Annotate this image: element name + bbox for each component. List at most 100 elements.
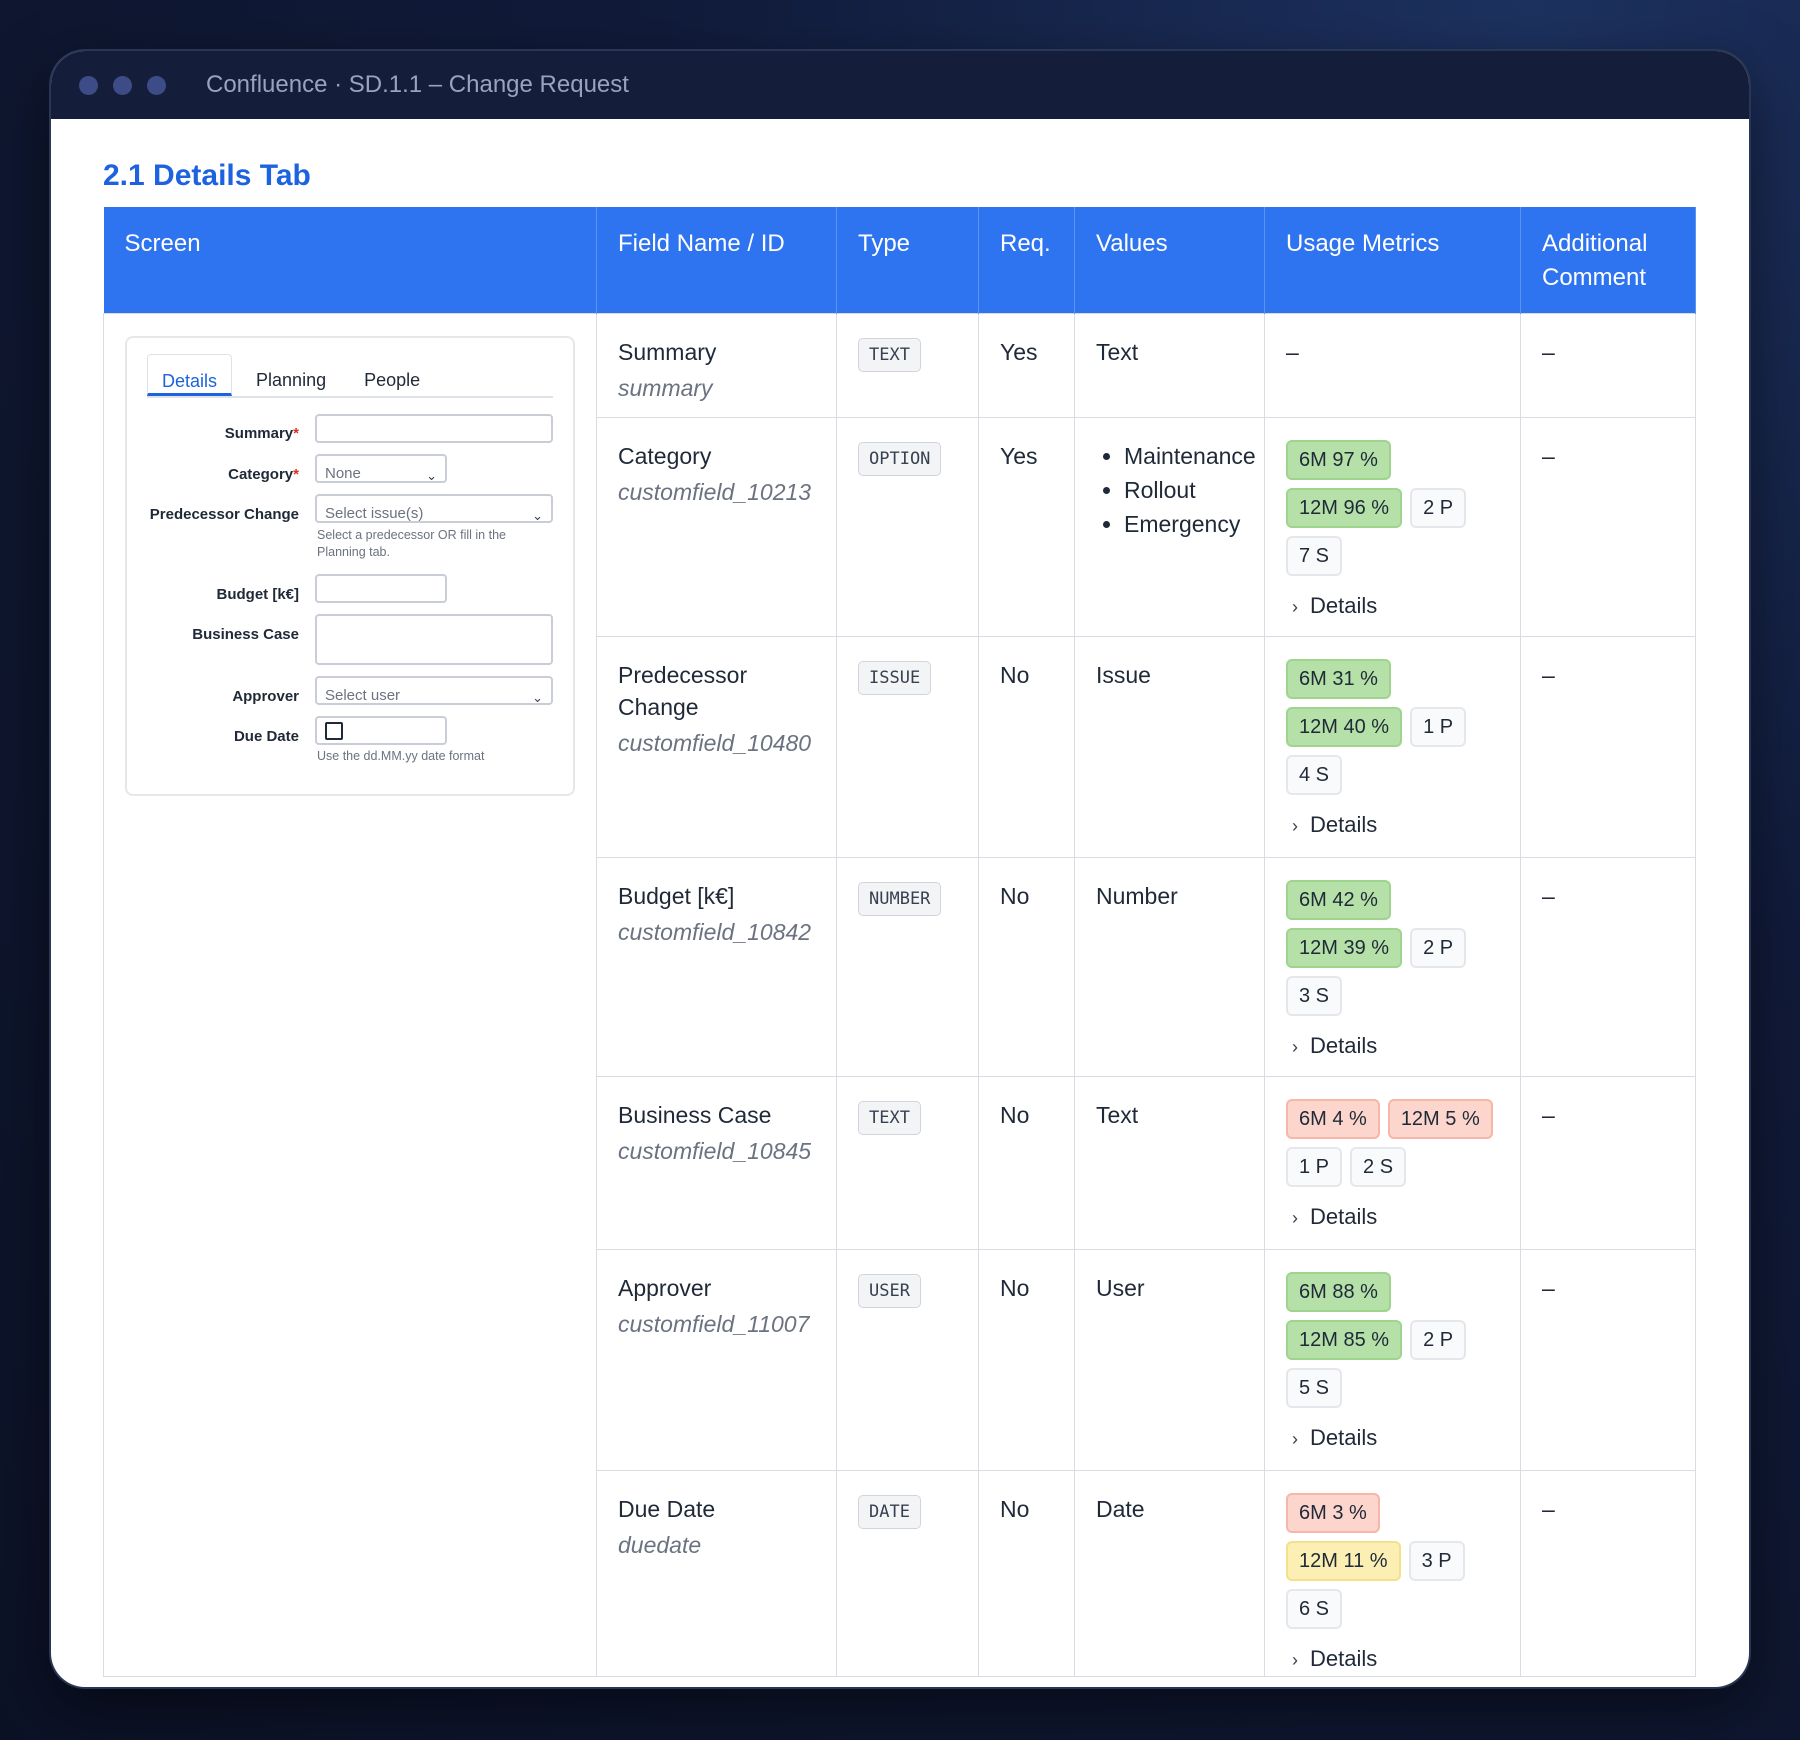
- metric-badge: 12M 40 %: [1286, 706, 1403, 747]
- required-cell: No: [978, 1469, 1075, 1677]
- metric-badge: 3 P: [1408, 1540, 1465, 1581]
- approver-select[interactable]: Select user ⌄: [315, 675, 553, 705]
- value-text: Issue: [1096, 661, 1151, 688]
- comment-cell: –: [1520, 856, 1696, 1077]
- metric-badge: 12M 11 %: [1286, 1540, 1401, 1581]
- comment-cell: –: [1520, 416, 1696, 637]
- values-cell: User: [1074, 1248, 1265, 1471]
- business-case-textarea[interactable]: [315, 613, 553, 665]
- metric-badge: 2 P: [1410, 1319, 1467, 1360]
- metric-badge: 6M 4 %: [1286, 1098, 1380, 1139]
- field-name: Business Case: [618, 1101, 772, 1128]
- required-cell: Yes: [978, 416, 1075, 637]
- type-badge: NUMBER: [858, 881, 942, 916]
- metrics-badges: 6M 42 % 12M 39 % 2 P 3 S: [1286, 879, 1496, 1016]
- window-minimize-dot[interactable]: [113, 75, 132, 95]
- field-name: Summary: [618, 338, 717, 365]
- table-row: Approver customfield_11007 USER No User 6M 88…: [104, 1248, 1696, 1471]
- summary-input[interactable]: [315, 413, 553, 443]
- chevron-right-icon: ›: [1292, 1428, 1298, 1449]
- field-id: customfield_10842: [618, 918, 812, 945]
- required-cell: Yes: [978, 312, 1075, 418]
- details-toggle[interactable]: › Details: [1286, 1643, 1499, 1676]
- field-name-cell: Due Date duedate: [596, 1469, 837, 1677]
- metric-badge: 1 P: [1286, 1146, 1343, 1187]
- chevron-right-icon: ›: [1292, 1649, 1298, 1670]
- field-name-cell: Approver customfield_11007: [596, 1248, 837, 1471]
- metric-badge: 6M 97 %: [1286, 439, 1391, 480]
- field-name: Predecessor Change: [618, 661, 748, 720]
- details-label: Details: [1310, 1424, 1378, 1450]
- value-item: Emergency: [1124, 508, 1243, 540]
- type-badge: OPTION: [858, 441, 942, 476]
- value-text: Number: [1096, 882, 1178, 909]
- chevron-right-icon: ›: [1292, 596, 1298, 617]
- details-toggle[interactable]: › Details: [1286, 1201, 1499, 1234]
- required-cell: No: [978, 1075, 1075, 1250]
- chevron-down-icon: ⌄: [426, 467, 437, 483]
- details-label: Details: [1310, 1645, 1378, 1671]
- predecessor-select[interactable]: Select issue(s) ⌄: [315, 493, 553, 523]
- values-cell: MaintenanceRolloutEmergency: [1074, 416, 1265, 637]
- details-toggle[interactable]: › Details: [1286, 1422, 1499, 1455]
- metric-badge: 1 P: [1410, 706, 1467, 747]
- window-title: Confluence · SD.1.1 – Change Request: [206, 71, 629, 98]
- window-maximize-dot[interactable]: [147, 75, 166, 95]
- predecessor-label: Predecessor Change: [149, 505, 299, 523]
- due-date-input[interactable]: [315, 715, 447, 745]
- field-id: customfield_10480: [618, 729, 812, 756]
- required-cell: No: [978, 856, 1075, 1077]
- details-toggle[interactable]: › Details: [1286, 590, 1499, 623]
- tab-details[interactable]: Details: [147, 353, 233, 396]
- field-id: duedate: [618, 1531, 702, 1558]
- screen-cell: Details Planning People Summary* Categor…: [103, 312, 597, 1677]
- type-badge: ISSUE: [858, 660, 932, 695]
- value-text: Text: [1096, 1101, 1139, 1128]
- metric-badge: 12M 85 %: [1286, 1319, 1403, 1360]
- metric-badge: 2 P: [1410, 487, 1467, 528]
- field-id: summary: [618, 374, 713, 401]
- comment-cell: –: [1520, 312, 1696, 418]
- field-name-cell: Category customfield_10213: [596, 416, 837, 637]
- type-cell: ISSUE: [836, 635, 979, 858]
- window-close-dot[interactable]: [79, 75, 98, 95]
- summary-label: Summary*: [224, 424, 299, 442]
- chevron-right-icon: ›: [1292, 1207, 1298, 1228]
- metric-badge: 6M 42 %: [1286, 879, 1391, 920]
- budget-input[interactable]: [315, 573, 447, 603]
- approver-placeholder: Select user: [325, 686, 401, 704]
- tab-planning[interactable]: Planning: [256, 369, 327, 390]
- type-cell: TEXT: [836, 312, 979, 418]
- column-header-values: Values: [1074, 207, 1265, 313]
- approver-label: Approver: [232, 687, 299, 705]
- details-toggle[interactable]: › Details: [1286, 809, 1499, 842]
- metric-badge: 6M 3 %: [1286, 1492, 1380, 1533]
- column-header-additional-comment: Additional Comment: [1520, 207, 1696, 313]
- usage-metrics-cell: 6M 3 % 12M 11 % 3 P 6 S › Details: [1264, 1469, 1521, 1677]
- usage-metrics-cell: 6M 31 % 12M 40 % 1 P 4 S › Details: [1264, 635, 1521, 858]
- app-window: Confluence · SD.1.1 – Change Request 2.1…: [51, 51, 1749, 1687]
- tab-people[interactable]: People: [364, 369, 421, 390]
- calendar-icon[interactable]: [325, 721, 343, 740]
- field-name: Due Date: [618, 1495, 716, 1522]
- section-heading: 2.1 Details Tab: [103, 159, 311, 192]
- metric-badge: 6M 88 %: [1286, 1271, 1391, 1312]
- table-row: Due Date duedate DATE No Date 6M 3 % 12M 11 % 3…: [104, 1469, 1696, 1677]
- column-header-field-name: Field Name / ID: [596, 207, 837, 313]
- field-name-cell: Budget [k€] customfield_10842: [596, 856, 837, 1077]
- due-date-help-text: Use the dd.MM.yy date format: [317, 748, 485, 763]
- column-header-required: Req.: [978, 207, 1075, 313]
- window-titlebar: Confluence · SD.1.1 – Change Request: [51, 51, 1749, 119]
- metric-badge: 6 S: [1286, 1588, 1343, 1629]
- category-select[interactable]: None ⌄: [315, 453, 447, 483]
- value-text: Date: [1096, 1495, 1145, 1522]
- metric-badge: 4 S: [1286, 754, 1343, 795]
- field-id: customfield_10845: [618, 1137, 812, 1164]
- type-badge: USER: [858, 1273, 921, 1308]
- details-toggle[interactable]: › Details: [1286, 1030, 1499, 1063]
- usage-metrics-cell: –: [1264, 312, 1521, 418]
- field-id: customfield_10213: [618, 478, 812, 505]
- comment-cell: –: [1520, 1248, 1696, 1471]
- category-label: Category*: [228, 465, 299, 483]
